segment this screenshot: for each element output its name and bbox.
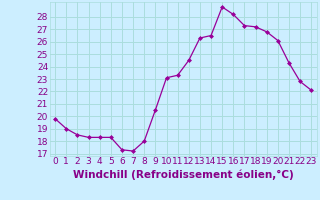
X-axis label: Windchill (Refroidissement éolien,°C): Windchill (Refroidissement éolien,°C) [73, 169, 293, 180]
